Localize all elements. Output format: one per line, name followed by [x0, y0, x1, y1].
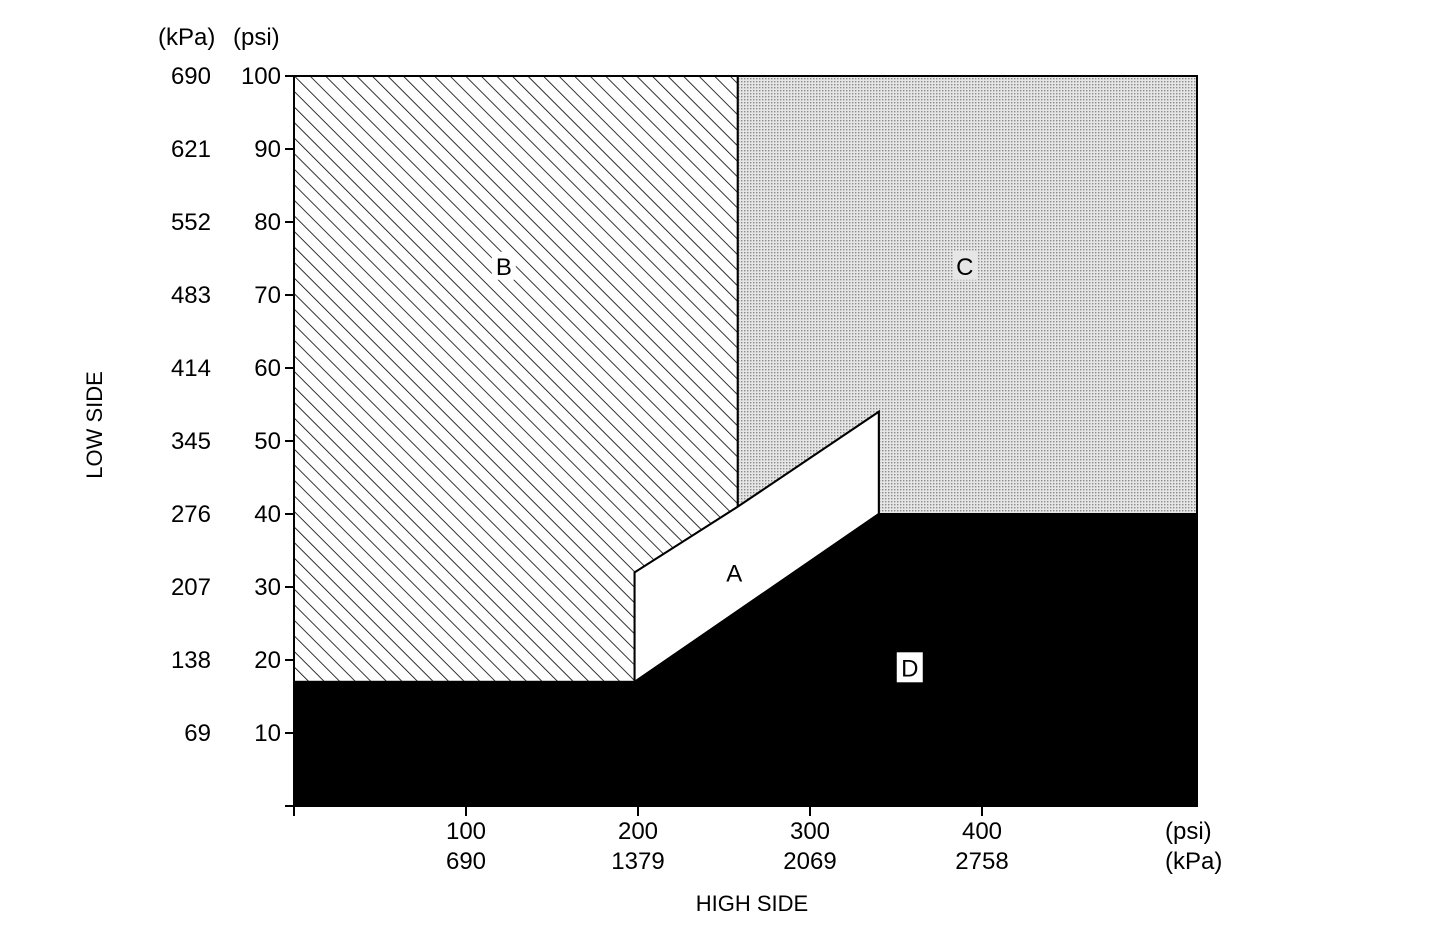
y-tick-label-kpa-414: 414 — [171, 355, 211, 382]
x-tick-label-kpa-2069: 2069 — [783, 848, 836, 875]
region-a-label: A — [726, 560, 742, 587]
x-tick-label-kpa-2758: 2758 — [955, 848, 1008, 875]
y-tick-label-psi-20: 20 — [254, 647, 281, 674]
y-tick-label-psi-30: 30 — [254, 574, 281, 601]
x-tick-label-kpa-690: 690 — [446, 848, 486, 875]
y-unit-kpa: (kPa) — [158, 24, 215, 51]
regions-layer — [293, 75, 1198, 807]
y-tick-label-kpa-483: 483 — [171, 282, 211, 309]
x-unit-psi: (psi) — [1165, 818, 1212, 845]
y-tick-label-psi-100: 100 — [241, 63, 281, 90]
y-tick-label-psi-40: 40 — [254, 501, 281, 528]
y-tick-label-kpa-138: 138 — [171, 647, 211, 674]
y-tick-label-kpa-345: 345 — [171, 428, 211, 455]
y-tick-label-psi-80: 80 — [254, 209, 281, 236]
y-tick-label-kpa-621: 621 — [171, 136, 211, 163]
x-tick-label-psi-400: 400 — [962, 818, 1002, 845]
y-tick-label-kpa-276: 276 — [171, 501, 211, 528]
y-tick-label-psi-10: 10 — [254, 720, 281, 747]
y-tick-label-psi-50: 50 — [254, 428, 281, 455]
x-tick-label-kpa-1379: 1379 — [611, 848, 664, 875]
labels-layer: B C A D — [491, 251, 977, 683]
y-tick-label-kpa-552: 552 — [171, 209, 211, 236]
region-b-label: B — [496, 254, 512, 281]
x-tick-label-psi-200: 200 — [618, 818, 658, 845]
region-d-label-box — [896, 652, 923, 683]
y-tick-label-kpa-69: 69 — [184, 720, 211, 747]
y-tick-label-kpa-207: 207 — [171, 574, 211, 601]
region-b-label-bg — [491, 251, 516, 280]
y-tick-label-psi-90: 90 — [254, 136, 281, 163]
x-tick-label-psi-300: 300 — [790, 818, 830, 845]
y-tick-label-psi-60: 60 — [254, 355, 281, 382]
y-unit-psi: (psi) — [233, 24, 280, 51]
region-c-label-bg — [952, 251, 977, 280]
x-tick-label-psi-100: 100 — [446, 818, 486, 845]
x-axis-title: HIGH SIDE — [696, 891, 808, 916]
region-c — [736, 75, 1198, 515]
y-tick-label-kpa-690: 690 — [171, 63, 211, 90]
region-d-label: D — [901, 655, 918, 682]
region-c-label: C — [956, 254, 973, 281]
y-axis-title: LOW SIDE — [82, 371, 107, 479]
x-unit-kpa: (kPa) — [1165, 848, 1222, 875]
y-tick-label-psi-70: 70 — [254, 282, 281, 309]
axes: 10 69 20 138 30 207 40 276 50 345 60 414 70 483 80 552 9… — [82, 24, 1222, 916]
